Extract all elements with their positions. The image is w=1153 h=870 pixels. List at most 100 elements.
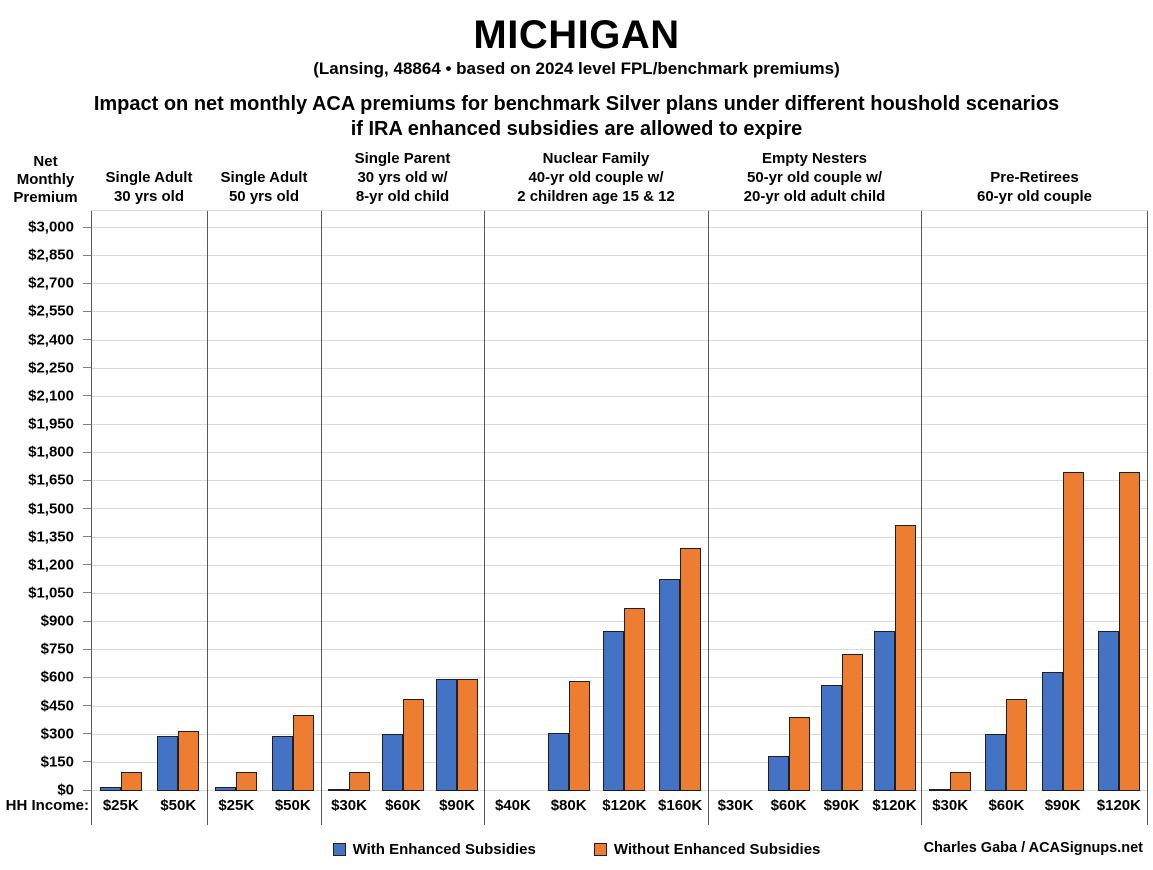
- gridline: [91, 621, 1148, 622]
- bar-slot: [597, 211, 653, 791]
- bar-with-subsidies: [820, 685, 842, 791]
- y-axis-tick: [83, 620, 91, 622]
- bar-with-subsidies: [659, 579, 681, 791]
- income-label: $30K: [331, 797, 367, 814]
- income-label: $80K: [550, 797, 587, 814]
- income-label: $120K: [872, 797, 917, 814]
- bar-slot: [652, 211, 708, 791]
- group-header: Empty Nesters 50-yr old couple w/ 20-yr …: [743, 150, 886, 205]
- income-label: $50K: [274, 797, 311, 814]
- bar-without-subsidies: [349, 772, 370, 791]
- income-label: $120K: [1096, 797, 1141, 814]
- y-axis-label: $900: [40, 612, 74, 630]
- bar-slot: [150, 211, 208, 791]
- bar-with-subsidies: [929, 789, 951, 791]
- gridline: [91, 255, 1148, 256]
- y-axis-tick: [83, 564, 91, 566]
- y-axis-label: $150: [40, 753, 74, 771]
- group-column: [484, 211, 708, 791]
- bar-with-subsidies: [271, 736, 293, 791]
- chart-description: Impact on net monthly ACA premiums for b…: [93, 93, 1060, 140]
- bar-without-subsidies: [403, 699, 424, 791]
- gridline: [91, 565, 1148, 566]
- y-axis-tick: [83, 508, 91, 509]
- bar-without-subsidies: [178, 731, 200, 791]
- plot-area: [91, 210, 1148, 791]
- bar-with-subsidies: [382, 734, 403, 791]
- gridline: [91, 424, 1148, 425]
- y-axis-tick: [83, 339, 91, 341]
- income-label: $30K: [717, 797, 754, 814]
- gridline: [91, 593, 1148, 594]
- gridline: [91, 480, 1148, 481]
- gridline: [91, 283, 1148, 284]
- income-label: $90K: [823, 797, 860, 814]
- bar-with-subsidies: [603, 631, 625, 791]
- bar-with-subsidies: [767, 756, 789, 791]
- bar-with-subsidies: [215, 787, 237, 791]
- legend-swatch-without-subsidies: [593, 842, 607, 856]
- bar-with-subsidies: [328, 789, 349, 791]
- income-label: $25K: [218, 797, 255, 814]
- y-axis-label: $1,650: [28, 471, 74, 489]
- income-label: $90K: [1044, 797, 1081, 814]
- hh-income-label: HH Income:: [5, 797, 89, 814]
- y-axis-label: $3,000: [28, 218, 74, 236]
- gridline: [91, 311, 1148, 312]
- bar-with-subsidies: [1041, 672, 1063, 791]
- y-axis-label: $750: [40, 640, 74, 658]
- bar-slot: [1091, 211, 1147, 791]
- y-axis-label: $300: [40, 725, 74, 743]
- income-label: $25K: [102, 797, 139, 814]
- y-axis-tick: [83, 676, 91, 678]
- group-column: [321, 211, 484, 791]
- bar-without-subsidies: [841, 654, 863, 791]
- chart-title: MICHIGAN: [473, 13, 680, 57]
- legend-item-with-subsidies: With Enhanced Subsidies: [332, 841, 536, 858]
- y-axis-label: $1,800: [28, 443, 74, 461]
- income-group: $25K $50K: [91, 790, 207, 825]
- bar-slot: [208, 211, 265, 791]
- income-group: $30K $60K $90K: [321, 790, 484, 825]
- y-axis-label: $2,400: [28, 331, 74, 349]
- y-axis-tick: [83, 592, 91, 594]
- bar-slot: [762, 211, 815, 791]
- y-axis-tick: [83, 395, 91, 397]
- income-label: $60K: [385, 797, 421, 814]
- bar-slot: [978, 211, 1034, 791]
- y-axis-label: $450: [40, 697, 74, 715]
- y-axis-label: $2,850: [28, 246, 74, 264]
- income-label: $30K: [932, 797, 969, 814]
- bar-with-subsidies: [873, 631, 895, 791]
- group-column: [921, 211, 1148, 791]
- income-label: $160K: [658, 797, 703, 814]
- bar-without-subsidies: [292, 715, 314, 791]
- y-axis-label: $1,050: [28, 584, 74, 602]
- bar-with-subsidies: [985, 734, 1007, 791]
- bar-without-subsidies: [788, 717, 810, 791]
- chart-footer: With Enhanced Subsidies Without Enhanced…: [0, 836, 1153, 866]
- bar-with-subsidies: [1097, 631, 1119, 791]
- bar-with-subsidies: [157, 736, 179, 791]
- bar-slot: [430, 211, 484, 791]
- y-axis-tick: [83, 226, 91, 228]
- bar-slot: [92, 211, 150, 791]
- bar-without-subsidies: [236, 772, 258, 791]
- chart-header: MICHIGAN (Lansing, 48864 • based on 2024…: [0, 12, 1153, 142]
- y-axis-tick: [83, 536, 91, 538]
- y-axis-label: $2,550: [28, 302, 74, 320]
- y-axis-tick: [83, 479, 91, 481]
- y-axis-tick: [83, 367, 91, 369]
- gridline: [91, 508, 1148, 509]
- y-axis-label: $2,250: [28, 359, 74, 377]
- bar-slot: [1035, 211, 1091, 791]
- group-header: Single Adult 30 yrs old: [105, 169, 193, 205]
- gridline: [91, 537, 1148, 538]
- income-axis-row: $25K $50K $25K $50K $30K $60K $90K $40K $80K $120…: [91, 790, 1148, 825]
- y-axis-tick: [83, 733, 91, 735]
- y-axis-tick: [83, 310, 91, 312]
- group-header: Nuclear Family 40-yr old couple w/ 2 chi…: [517, 150, 675, 205]
- y-axis-tick: [83, 282, 91, 284]
- group-column: [207, 211, 321, 791]
